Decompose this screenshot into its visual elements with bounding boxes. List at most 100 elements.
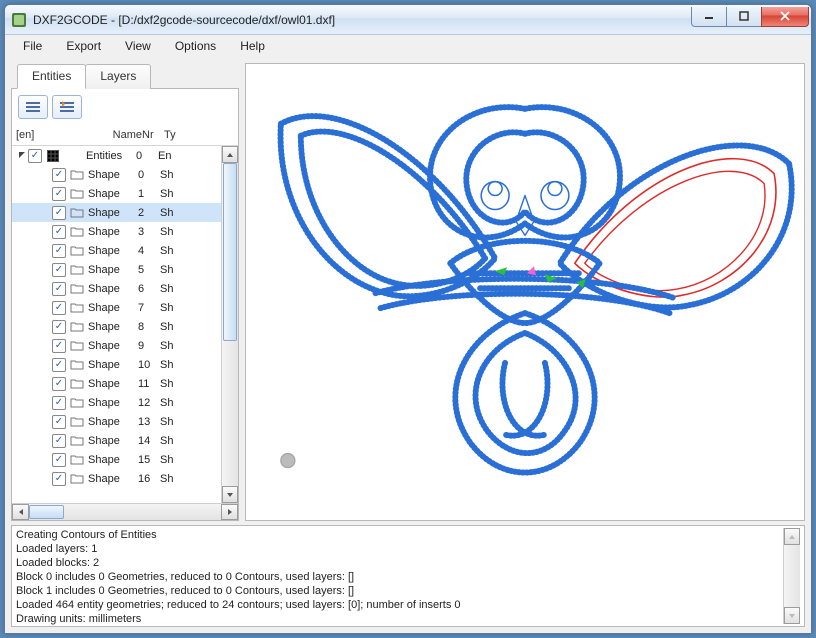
row-nr: 4 <box>138 245 160 257</box>
row-name: Shape <box>88 435 138 447</box>
console: Creating Contours of EntitiesLoaded laye… <box>11 525 805 627</box>
row-nr: 2 <box>138 207 160 219</box>
shape-icon <box>69 472 85 486</box>
maximize-button[interactable] <box>726 7 762 27</box>
tree-row[interactable]: Shape12Sh <box>12 393 221 412</box>
tree-vscrollbar[interactable] <box>221 146 238 503</box>
close-button[interactable] <box>761 7 809 27</box>
row-checkbox[interactable] <box>52 187 66 201</box>
tree-col-ty[interactable]: Ty <box>164 128 188 142</box>
console-scroll-up[interactable] <box>784 528 800 545</box>
tree-row[interactable]: Shape8Sh <box>12 317 221 336</box>
row-checkbox[interactable] <box>52 415 66 429</box>
row-checkbox[interactable] <box>52 453 66 467</box>
menu-help[interactable]: Help <box>230 38 275 54</box>
row-nr: 6 <box>138 283 160 295</box>
tree-row[interactable]: Shape4Sh <box>12 241 221 260</box>
scroll-left-button[interactable] <box>12 504 29 520</box>
row-name: Shape <box>88 397 138 409</box>
row-ty: Sh <box>160 188 184 200</box>
shape-icon <box>69 206 85 220</box>
console-scroll-down[interactable] <box>784 607 800 624</box>
console-vscrollbar[interactable] <box>783 528 800 624</box>
tree-body: Entities0EnShape0ShShape1ShShape2ShShape… <box>12 146 238 503</box>
row-ty: Sh <box>160 321 184 333</box>
row-name: Shape <box>88 454 138 466</box>
row-name: Shape <box>88 207 138 219</box>
row-checkbox[interactable] <box>52 472 66 486</box>
tree-row[interactable]: Shape0Sh <box>12 165 221 184</box>
tree-col-name[interactable]: Name <box>84 128 142 142</box>
row-name: Shape <box>88 473 138 485</box>
shape-icon <box>69 187 85 201</box>
tree-row[interactable]: Shape14Sh <box>12 431 221 450</box>
tree-toolbar <box>12 89 238 125</box>
menu-view[interactable]: View <box>115 38 161 54</box>
hscroll-thumb[interactable] <box>29 505 64 519</box>
row-checkbox[interactable] <box>52 396 66 410</box>
tree-row[interactable]: Shape9Sh <box>12 336 221 355</box>
row-checkbox[interactable] <box>52 320 66 334</box>
tree-col-nr[interactable]: Nr <box>142 128 164 142</box>
menu-file[interactable]: File <box>13 38 52 54</box>
row-checkbox[interactable] <box>28 149 42 163</box>
row-checkbox[interactable] <box>52 358 66 372</box>
row-checkbox[interactable] <box>52 282 66 296</box>
tree-row[interactable]: Shape1Sh <box>12 184 221 203</box>
shape-icon <box>69 168 85 182</box>
tree-row[interactable]: Shape7Sh <box>12 298 221 317</box>
row-checkbox[interactable] <box>52 206 66 220</box>
tree-scroll[interactable]: Entities0EnShape0ShShape1ShShape2ShShape… <box>12 146 221 503</box>
row-checkbox[interactable] <box>52 377 66 391</box>
minimize-button[interactable] <box>691 7 727 27</box>
expand-caret-icon[interactable] <box>16 151 28 160</box>
tree-row[interactable]: Shape5Sh <box>12 260 221 279</box>
row-name: Shape <box>88 245 138 257</box>
scroll-down-button[interactable] <box>222 486 238 503</box>
menu-options[interactable]: Options <box>165 38 226 54</box>
row-checkbox[interactable] <box>52 244 66 258</box>
tree-col-en[interactable]: [en] <box>16 128 66 142</box>
tree-hscrollbar[interactable] <box>12 503 238 520</box>
tree-row[interactable]: Shape2Sh <box>12 203 221 222</box>
tree-root-row[interactable]: Entities0En <box>12 146 221 165</box>
row-nr: 0 <box>136 150 158 162</box>
tree-row[interactable]: Shape10Sh <box>12 355 221 374</box>
row-checkbox[interactable] <box>52 263 66 277</box>
row-nr: 0 <box>138 169 160 181</box>
tab-entities[interactable]: Entities <box>17 64 86 89</box>
tree-row[interactable]: Shape3Sh <box>12 222 221 241</box>
shape-icon <box>69 320 85 334</box>
row-nr: 8 <box>138 321 160 333</box>
row-checkbox[interactable] <box>52 434 66 448</box>
row-ty: Sh <box>160 359 184 371</box>
tree-row[interactable]: Shape15Sh <box>12 450 221 469</box>
shape-icon <box>69 225 85 239</box>
tree-row[interactable]: Shape13Sh <box>12 412 221 431</box>
scroll-up-button[interactable] <box>222 146 238 163</box>
row-name: Shape <box>88 264 138 276</box>
tab-layers[interactable]: Layers <box>85 64 151 89</box>
owl-drawing <box>246 64 804 521</box>
scroll-right-button[interactable] <box>221 504 238 520</box>
row-name: Shape <box>88 283 138 295</box>
row-nr: 9 <box>138 340 160 352</box>
row-ty: Sh <box>160 397 184 409</box>
console-line: Block 0 includes 0 Geometries, reduced t… <box>16 570 783 584</box>
drawing-canvas[interactable] <box>245 63 805 521</box>
row-checkbox[interactable] <box>52 301 66 315</box>
expand-all-button[interactable] <box>52 95 82 119</box>
tree-row[interactable]: Shape11Sh <box>12 374 221 393</box>
row-ty: Sh <box>160 264 184 276</box>
scroll-track[interactable] <box>222 163 238 486</box>
row-checkbox[interactable] <box>52 339 66 353</box>
row-checkbox[interactable] <box>52 225 66 239</box>
menu-export[interactable]: Export <box>56 38 111 54</box>
tabs: Entities Layers <box>11 63 239 89</box>
collapse-all-button[interactable] <box>18 95 48 119</box>
scroll-thumb[interactable] <box>223 163 237 341</box>
tree-row[interactable]: Shape6Sh <box>12 279 221 298</box>
tree-row[interactable]: Shape16Sh <box>12 469 221 488</box>
row-checkbox[interactable] <box>52 168 66 182</box>
row-ty: Sh <box>160 283 184 295</box>
